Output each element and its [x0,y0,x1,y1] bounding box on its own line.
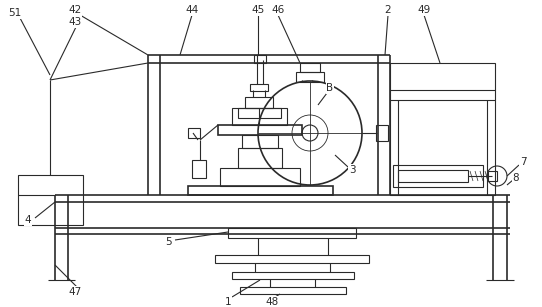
Text: 7: 7 [520,157,526,167]
Bar [232,272,354,279]
Text: B: B [326,83,333,93]
Bar [188,128,200,138]
Text: 8: 8 [513,173,519,183]
Bar [296,72,324,82]
Bar [240,287,346,294]
Text: 3: 3 [349,165,356,175]
Text: 46: 46 [272,5,285,15]
Text: 1: 1 [225,297,231,307]
Bar [390,63,495,195]
Text: 2: 2 [385,5,391,15]
Bar [250,84,268,91]
Text: 45: 45 [251,5,264,15]
Bar [228,228,356,238]
Bar [242,135,278,148]
Text: 4: 4 [25,215,31,225]
Text: 42: 42 [68,5,82,15]
Bar [215,255,369,263]
Bar [245,97,273,108]
Bar [18,175,83,225]
Bar [192,160,206,178]
Text: 48: 48 [266,297,279,307]
Bar [393,165,483,187]
Bar [254,55,266,63]
Bar [488,171,497,181]
Bar [188,186,333,195]
Bar [300,63,320,72]
Text: 5: 5 [165,237,171,247]
Text: 51: 51 [8,8,22,18]
Bar [220,168,300,186]
Text: 47: 47 [68,287,82,297]
Text: 49: 49 [417,5,431,15]
Bar [238,148,282,168]
Bar [398,170,468,182]
Bar [232,108,287,125]
Bar [218,125,302,135]
Bar [238,108,281,118]
Text: 43: 43 [68,17,82,27]
Text: 44: 44 [185,5,198,15]
Bar [376,125,388,141]
